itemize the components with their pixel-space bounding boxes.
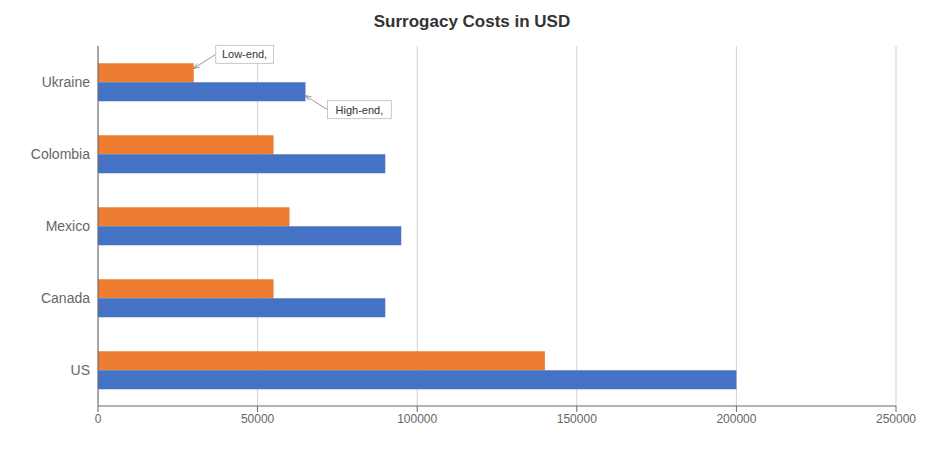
svg-text:200000: 200000 xyxy=(716,412,756,426)
svg-text:US: US xyxy=(71,362,90,378)
svg-text:0: 0 xyxy=(95,412,102,426)
svg-text:Ukraine: Ukraine xyxy=(42,74,90,90)
svg-text:100000: 100000 xyxy=(397,412,437,426)
html-text:Surrogacy Costs in USD: Surrogacy Costs in USD xyxy=(373,12,571,31)
svg-text:High-end,: High-end, xyxy=(336,104,384,116)
svg-text:Canada: Canada xyxy=(41,290,90,306)
svg-text:250000: 250000 xyxy=(876,412,916,426)
svg-text:50000: 50000 xyxy=(241,412,275,426)
svg-text:Colombia: Colombia xyxy=(31,146,90,162)
svg-text:150000: 150000 xyxy=(557,412,597,426)
svg-text:Low-end,: Low-end, xyxy=(222,48,267,60)
svg-text:Mexico: Mexico xyxy=(46,218,91,234)
